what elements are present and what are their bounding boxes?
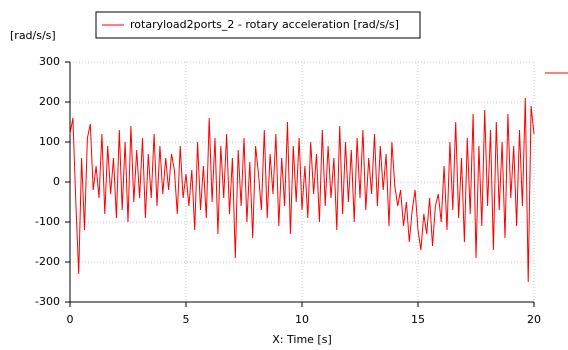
y-axis-label: [rad/s/s]: [10, 29, 56, 42]
y-tick-label: -200: [35, 255, 60, 268]
y-tick-label: 100: [39, 135, 60, 148]
x-tick-label: 0: [67, 313, 74, 326]
y-tick-label: -100: [35, 215, 60, 228]
data-line: [69, 97, 535, 283]
x-tick-label: 20: [527, 313, 541, 326]
x-tick-label: 5: [183, 313, 190, 326]
y-tick-label: -300: [35, 295, 60, 308]
legend-box: [95, 11, 421, 39]
x-tick-label: 10: [295, 313, 309, 326]
legend-label: rotaryload2ports_2 - rotary acceleration…: [130, 18, 399, 31]
y-tick-label: 0: [53, 175, 60, 188]
y-tick-label: 300: [39, 55, 60, 68]
y-tick-label: 200: [39, 95, 60, 108]
x-axis-label: X: Time [s]: [272, 333, 331, 346]
x-tick-label: 15: [411, 313, 425, 326]
